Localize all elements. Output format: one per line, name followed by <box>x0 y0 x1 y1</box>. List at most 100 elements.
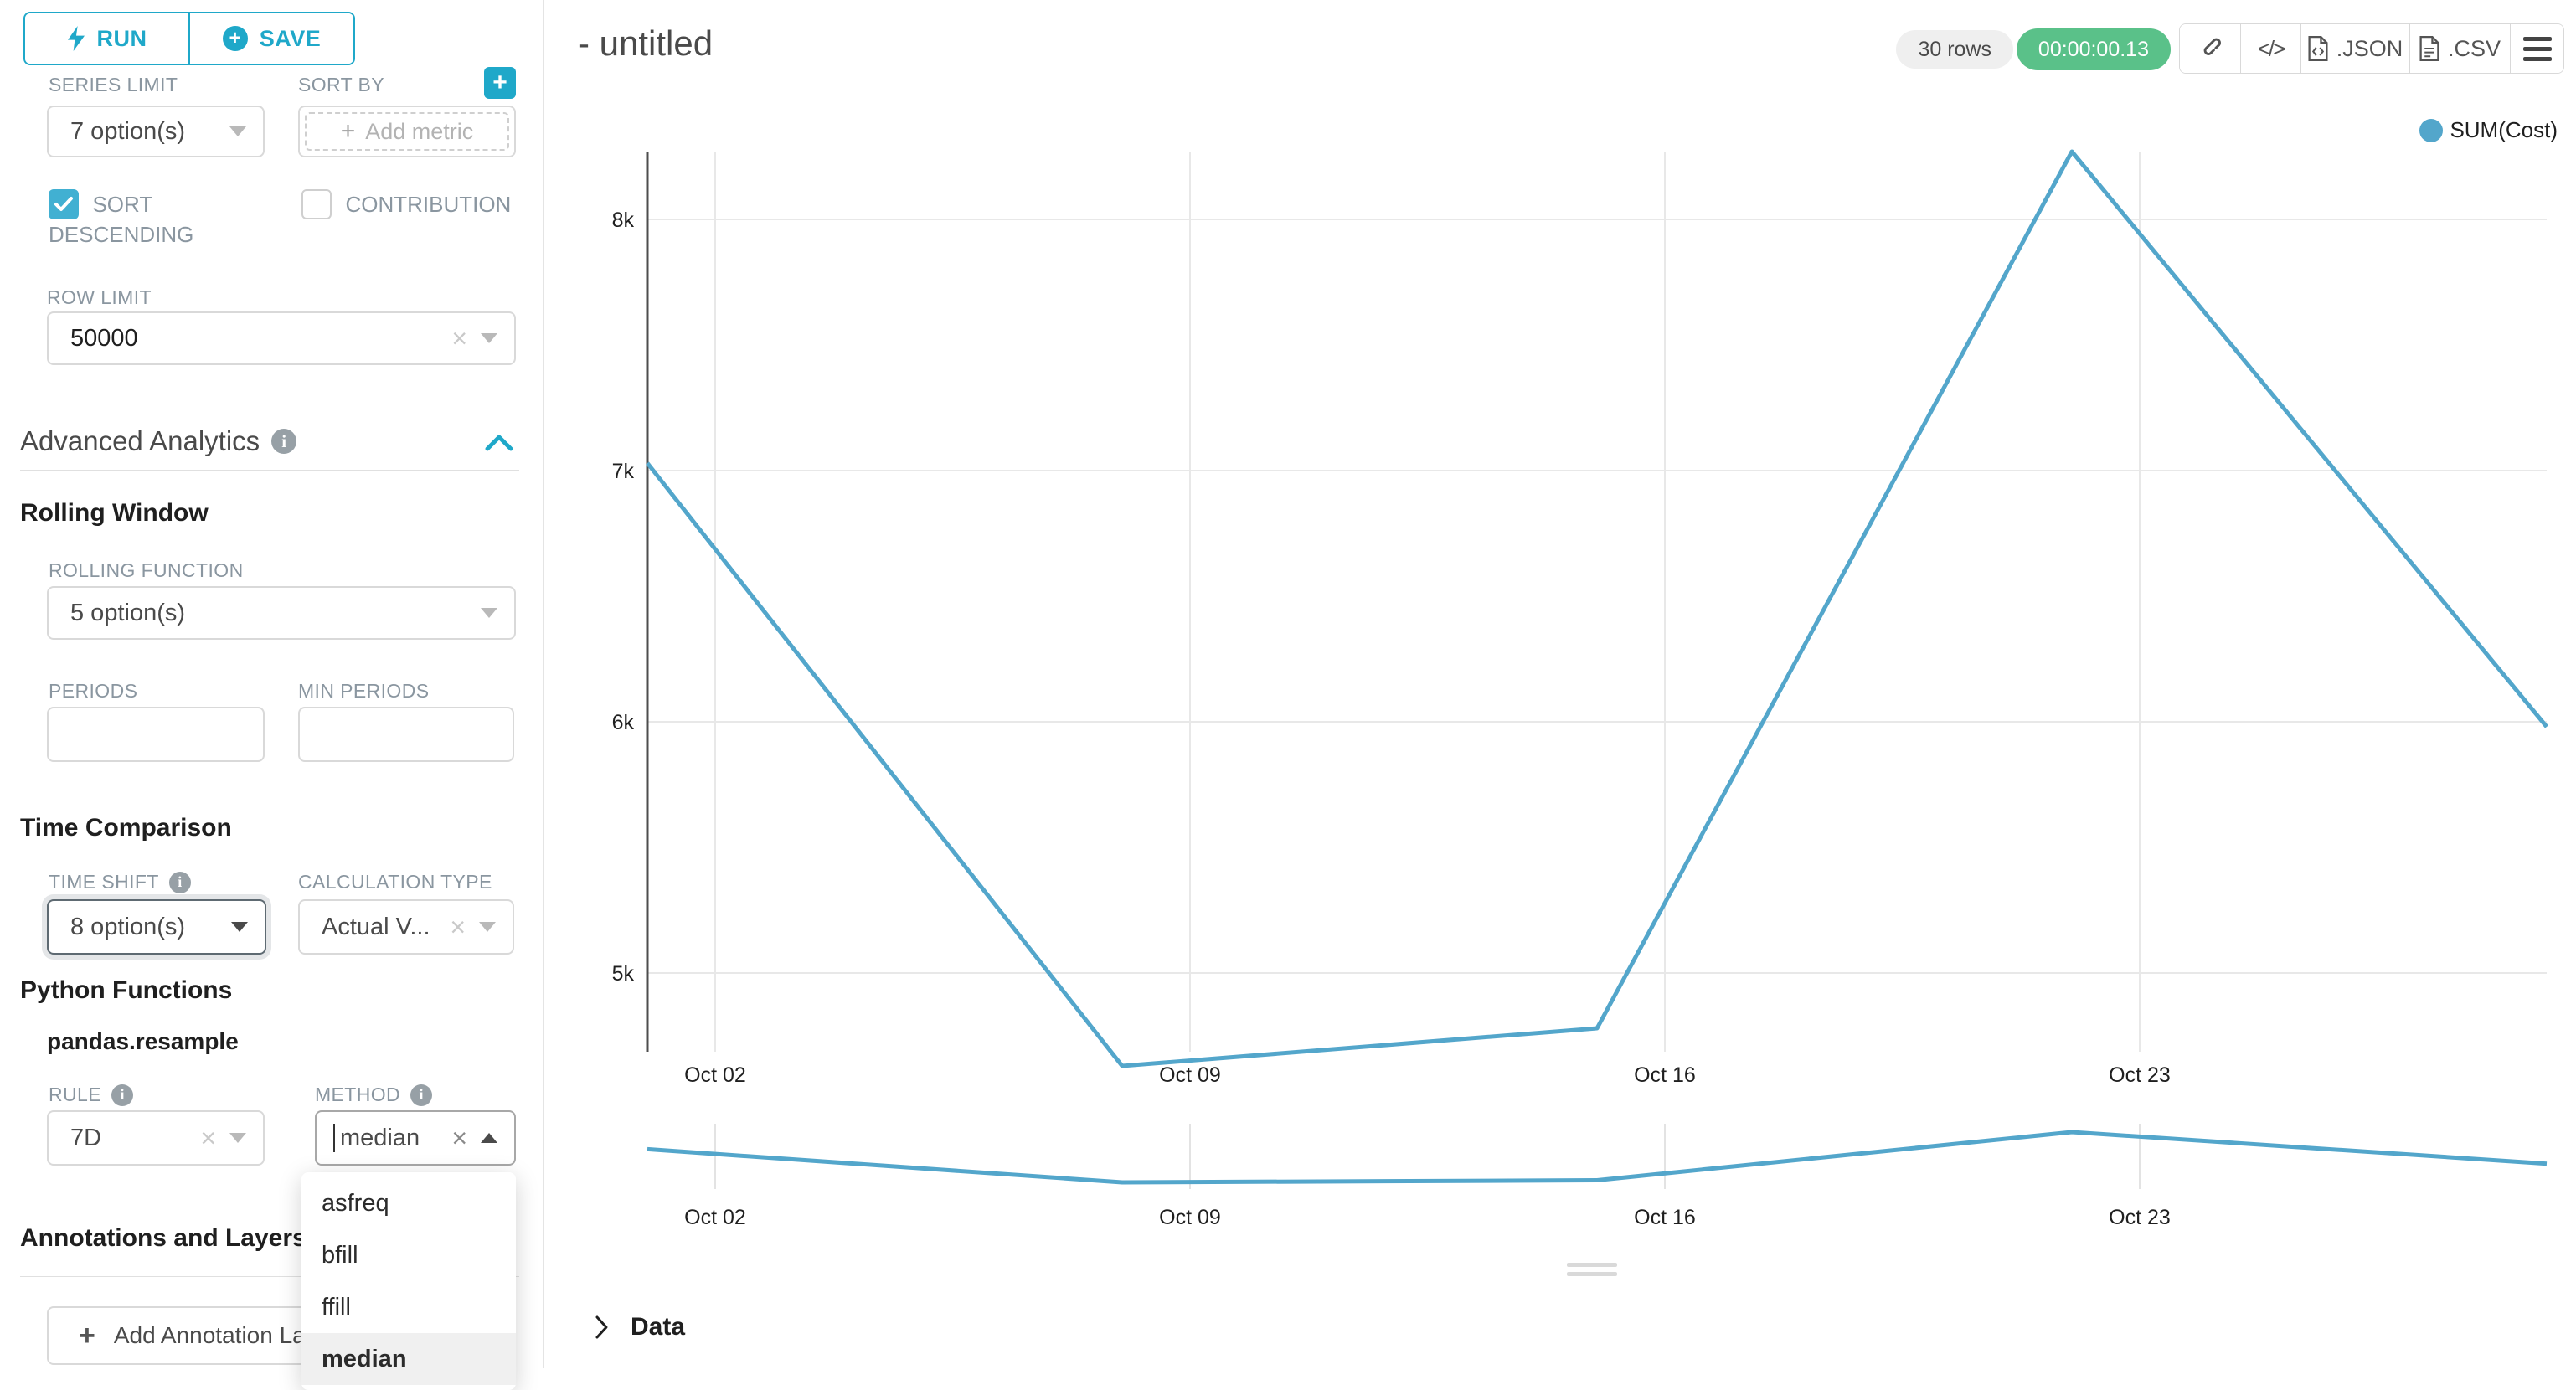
sort-by-placeholder: Add metric <box>365 118 474 144</box>
legend-series-label: SUM(Cost) <box>2450 117 2558 142</box>
control-panel-sidebar: RUN + SAVE SERIES LIMIT SORT BY + 7 opti… <box>0 0 544 1390</box>
cost-series-line[interactable] <box>646 149 2548 1068</box>
more-options-button[interactable] <box>2510 24 2563 73</box>
code-icon: </> <box>2257 35 2286 61</box>
advanced-analytics-title: Advanced Analytics <box>20 425 260 456</box>
periods-input[interactable] <box>47 707 265 762</box>
export-csv-label: .CSV <box>2447 35 2501 61</box>
chevron-down-icon <box>231 922 248 932</box>
pandas-resample-label: pandas.resample <box>47 1028 239 1054</box>
contribution-checkbox[interactable] <box>301 189 332 219</box>
clear-icon[interactable]: × <box>450 912 466 942</box>
chevron-right-icon <box>595 1315 608 1339</box>
chevron-up-icon[interactable] <box>484 434 514 452</box>
sort-by-label: SORT BY <box>298 74 384 95</box>
plus-icon: + <box>340 117 356 145</box>
advanced-analytics-header[interactable]: Advanced Analytics i <box>20 425 297 457</box>
series-limit-value: 7 option(s) <box>70 117 186 145</box>
minimap-tick-label: Oct 02 <box>684 1206 746 1229</box>
legend-marker-icon <box>2419 118 2444 142</box>
series-limit-label: SERIES LIMIT <box>49 74 178 95</box>
minimap-tick-label: Oct 16 <box>1634 1206 1696 1229</box>
row-limit-label: ROW LIMIT <box>47 286 152 308</box>
periods-label: PERIODS <box>49 680 138 702</box>
data-panel-label: Data <box>631 1313 686 1341</box>
run-button[interactable]: RUN <box>25 13 190 64</box>
chart-title[interactable]: - untitled <box>578 23 714 63</box>
sort-descending-label: SORT DESCENDING <box>49 192 194 247</box>
method-label: METHOD <box>315 1084 401 1105</box>
rule-select[interactable]: 7D × <box>47 1110 265 1166</box>
method-option-ffill[interactable]: ffill <box>322 1293 351 1320</box>
annotations-title: Annotations and Layers <box>20 1224 307 1252</box>
min-periods-input[interactable] <box>298 707 514 762</box>
calculation-type-label: CALCULATION TYPE <box>298 871 492 893</box>
method-select[interactable]: median × <box>315 1110 516 1166</box>
sort-descending-checkbox[interactable] <box>49 189 79 219</box>
run-button-label: RUN <box>96 25 147 51</box>
minimap-tick-label: Oct 09 <box>1159 1206 1221 1229</box>
info-icon[interactable]: i <box>271 429 297 454</box>
copy-link-button[interactable] <box>2180 24 2240 73</box>
info-icon[interactable]: i <box>111 1084 133 1106</box>
calculation-type-select[interactable]: Actual V... × <box>298 899 514 955</box>
rule-label-row: RULE i <box>49 1084 133 1106</box>
info-icon[interactable]: i <box>410 1084 433 1106</box>
export-toolbar: </> .JSON .CSV <box>2179 23 2564 74</box>
plus-icon: + <box>79 1319 95 1351</box>
link-icon <box>2203 38 2221 55</box>
info-icon[interactable]: i <box>168 871 191 893</box>
export-csv-button[interactable]: .CSV <box>2409 24 2510 73</box>
series-limit-select[interactable]: 7 option(s) <box>47 106 265 157</box>
rule-label: RULE <box>49 1084 101 1105</box>
method-dropdown-menu: asfreq bfill ffill median <box>301 1172 516 1390</box>
contribution-control: CONTRIBUTION <box>301 189 528 219</box>
clear-icon[interactable]: × <box>451 1123 467 1153</box>
time-shift-select[interactable]: 8 option(s) <box>47 899 266 955</box>
method-option-bfill[interactable]: bfill <box>322 1241 358 1269</box>
x-axis-tick-label: Oct 09 <box>1159 1063 1221 1087</box>
time-shift-label: TIME SHIFT <box>49 871 159 893</box>
sort-descending-control: SORT DESCENDING <box>49 189 258 250</box>
x-axis-tick-label: Oct 02 <box>684 1063 746 1087</box>
time-shift-value: 8 option(s) <box>70 913 186 940</box>
rolling-function-value: 5 option(s) <box>70 599 186 626</box>
calculation-type-value: Actual V... <box>322 913 430 940</box>
plus-circle-icon: + <box>222 26 248 51</box>
add-annotation-label: Add Annotation Layer <box>113 1322 338 1348</box>
rolling-function-select[interactable]: 5 option(s) <box>47 586 516 640</box>
save-button[interactable]: + SAVE <box>190 13 353 64</box>
y-axis-tick-label: 5k <box>612 962 635 986</box>
add-metric-plus-button[interactable]: + <box>484 67 516 99</box>
rule-value: 7D <box>70 1124 102 1151</box>
text-cursor <box>333 1124 335 1152</box>
clear-icon[interactable]: × <box>451 323 467 353</box>
json-file-icon <box>2308 36 2328 61</box>
chevron-down-icon <box>229 126 246 136</box>
minimap-tick-label: Oct 23 <box>2109 1206 2171 1229</box>
chart-panel: - untitled 30 rows 00:00:00.13 </> .JSON… <box>544 0 2576 1368</box>
panel-resize-handle[interactable] <box>1567 1272 1617 1276</box>
method-option-asfreq[interactable]: asfreq <box>322 1189 389 1217</box>
sort-by-dropzone[interactable]: + Add metric <box>298 106 516 157</box>
chevron-down-icon <box>481 608 497 618</box>
chart-canvas[interactable]: 5k 6k 7k 8k Oct 02 Oct 09 Oct 16 Oct 23 Oct 02 Oc… <box>544 0 2576 1368</box>
chart-legend[interactable]: SUM(Cost) <box>2419 117 2558 143</box>
time-shift-label-row: TIME SHIFT i <box>49 871 191 893</box>
minimap-series-line[interactable] <box>647 1130 2548 1185</box>
chevron-up-icon <box>481 1133 497 1143</box>
row-count-badge: 30 rows <box>1896 30 2013 69</box>
section-divider <box>20 470 519 471</box>
chevron-down-icon <box>479 922 496 932</box>
method-value: median <box>340 1124 420 1151</box>
view-query-button[interactable]: </> <box>2240 24 2300 73</box>
export-json-button[interactable]: .JSON <box>2300 24 2409 73</box>
y-axis-tick-label: 8k <box>612 208 635 232</box>
panel-resize-handle[interactable] <box>1567 1263 1617 1267</box>
row-limit-select[interactable]: 50000 × <box>47 311 516 365</box>
data-panel-toggle[interactable]: Data <box>594 1313 685 1341</box>
clear-icon[interactable]: × <box>200 1123 216 1153</box>
x-axis-tick-label: Oct 23 <box>2109 1063 2171 1087</box>
chevron-down-icon <box>481 333 497 343</box>
method-option-median[interactable]: median <box>301 1333 516 1385</box>
